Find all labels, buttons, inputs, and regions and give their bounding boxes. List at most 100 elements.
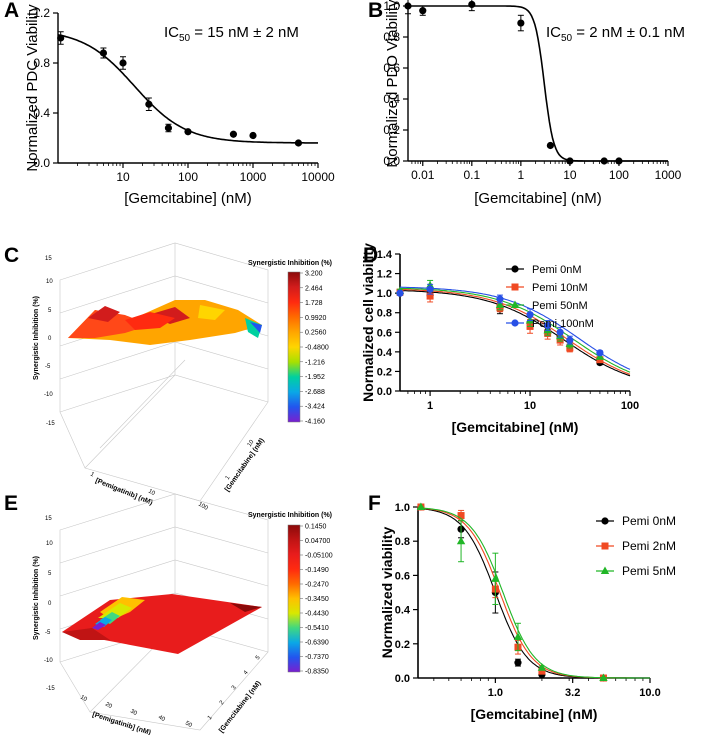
panel-c-z-tick: -5: [45, 364, 51, 370]
y-tick-label: 1.2: [33, 6, 50, 20]
panel-c-z-tick: -10: [44, 392, 53, 398]
x-tick-label: 0.1: [463, 168, 480, 182]
panel-c-x-tick: 1: [89, 472, 95, 479]
panel-e-z-axis-label: Synergistic Inhibition (%): [33, 556, 40, 640]
colorbar-label: 0.04700: [305, 538, 330, 545]
panel-c-z-tick: -15: [46, 421, 55, 427]
y-tick-label: 1.0: [377, 288, 392, 300]
x-tick-label: 1.0: [488, 687, 503, 699]
x-tick-label: 10: [563, 168, 577, 182]
legend-label: Pemi 2nM: [622, 539, 676, 553]
y-tick-label: 0.2: [395, 639, 410, 651]
panel-c-x-ticks: 1 10 100: [89, 472, 209, 513]
data-point: [426, 285, 434, 293]
y-axis-label: Normalized PDC Viability: [24, 4, 41, 172]
y-tick-label: 1.0: [395, 502, 410, 514]
x-tick-label: 10000: [301, 170, 335, 184]
panel-label-b: B: [368, 0, 383, 22]
colorbar-label: -4.160: [305, 419, 325, 426]
y-axis-label: Normalized cell viability: [360, 243, 376, 402]
colorbar-label: 0.1450: [305, 524, 327, 531]
y-tick-label: 0.4: [377, 347, 393, 359]
panel-c-z-tick: 0: [48, 336, 52, 342]
panel-e-z-ticks: 15 10 5 0 -5 -10 -15: [44, 516, 55, 692]
legend-label: Pemi 5nM: [622, 564, 676, 578]
panel-c-3d-frame: [59, 242, 269, 502]
legend-marker: [601, 542, 609, 550]
colorbar-label: -0.2470: [305, 582, 329, 589]
data-point: [495, 300, 505, 308]
panel-c-y-tick: 10: [247, 439, 256, 448]
colorbar-label: -0.05100: [305, 553, 333, 560]
data-point: [404, 2, 412, 10]
panel-c-y-ticks: 1 10: [225, 439, 256, 481]
legend-label: Pemi 50nM: [532, 300, 588, 312]
panel-label-e: E: [4, 492, 18, 515]
data-point: [566, 157, 574, 165]
y-tick-label: 0.0: [395, 673, 410, 685]
y-tick-label: 0.4: [395, 605, 411, 617]
colorbar-label: -0.6390: [305, 640, 329, 647]
legend-label: Pemi 10nM: [532, 282, 588, 294]
panel-e-colorbar-title: Synergistic Inhibition (%): [248, 512, 332, 519]
panel-c-y-axis-label: [Gemcitabine] (nM): [224, 437, 266, 493]
panel-e-z-tick: -15: [46, 686, 55, 692]
y-tick-label: 0.8: [395, 536, 410, 548]
x-axis-label: [Gemcitabine] (nM): [124, 190, 252, 207]
panel-a-chart: 0.0 0.4 0.8 1.2 10 100 1000 10000 [Gemcitabine] …: [24, 4, 335, 207]
y-tick-label: 0.0: [33, 156, 50, 170]
legend-marker: [601, 517, 609, 525]
data-point: [615, 157, 623, 165]
panel-c-z-ticks: 15 10 5 0 -5 -10 -15: [44, 256, 55, 427]
data-point: [513, 632, 523, 640]
y-tick-label: 0.8: [377, 308, 392, 320]
fit-curve-pdo: [408, 5, 668, 162]
y-tick-label: 1.2: [377, 269, 392, 281]
data-point: [517, 19, 525, 27]
legend-label: Pemi 100nM: [532, 318, 594, 330]
data-point: [229, 130, 238, 138]
x-axis-label: [Gemcitabine] (nM): [471, 706, 598, 722]
panel-e-x-tick: 40: [157, 715, 166, 724]
ic50-annotation: IC50 = 15 nM ± 2 nM: [164, 24, 299, 44]
panel-label-d: D: [363, 244, 378, 267]
colorbar-label: -0.3450: [305, 596, 329, 603]
data-point: [416, 502, 426, 510]
y-tick-label: 0.8: [383, 30, 400, 44]
panel-e-z-tick: 5: [48, 571, 52, 577]
x-axis-label: [Gemcitabine] (nM): [474, 190, 602, 207]
y-tick-label: 0.8: [33, 56, 50, 70]
colorbar-label: 2.464: [305, 285, 323, 292]
panel-label-c: C: [4, 244, 19, 267]
data-point: [514, 659, 522, 667]
panel-e-z-tick: 10: [46, 541, 53, 547]
y-axis-label: Normalized PDO Viability: [384, 0, 401, 168]
x-tick-label: 100: [621, 400, 639, 412]
data-point: [556, 328, 564, 336]
data-point: [184, 128, 192, 136]
data-point: [145, 100, 153, 108]
data-point: [119, 59, 127, 67]
fit-curve-pemi-5nm: [417, 507, 650, 679]
panel-label-a: A: [4, 0, 19, 22]
legend-marker: [511, 319, 519, 327]
panel-c-x-tick: 10: [147, 489, 156, 498]
fit-curve-pemi-10nm: [399, 288, 631, 375]
colorbar-label: -1.952: [305, 374, 325, 381]
x-tick-label: 0.01: [411, 168, 435, 182]
panel-e-y-tick: 2: [219, 699, 226, 706]
y-tick-label: 0.6: [383, 61, 400, 75]
data-point: [496, 295, 504, 303]
panel-e-z-tick: -5: [45, 630, 51, 636]
colorbar-label: 1.728: [305, 300, 323, 307]
ic50-annotation: IC50 = 2 nM ± 0.1 nM: [546, 24, 685, 44]
panel-e-x-tick: 10: [79, 695, 88, 704]
x-tick-label: 1: [427, 400, 433, 412]
panel-e-y-tick: 4: [243, 669, 250, 676]
panel-d-chart: 0.0 0.2 0.4 0.6 0.8 1.0 1.2 1.4 1 10 100 [Gemcitabi…: [360, 243, 639, 435]
data-point: [491, 574, 500, 582]
panel-c-colorbar-labels: 3.200 2.464 1.728 0.9920 0.2560 -0.4800 -1.216…: [300, 271, 329, 426]
data-point: [294, 139, 303, 147]
x-tick-label: 10.0: [639, 687, 660, 699]
panel-e-y-tick: 1: [207, 714, 214, 721]
